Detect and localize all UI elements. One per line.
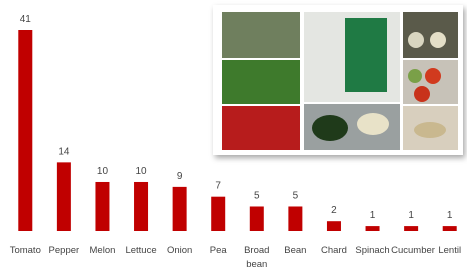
bar (404, 226, 418, 231)
bar (288, 206, 302, 231)
page: 1 1 1 2 5 5 7 9 10 10 14 41 TomatoPepperMelonLettuc… (0, 0, 467, 271)
x-tick-label: Bean (275, 244, 315, 258)
value-label: 5 (254, 190, 260, 201)
value-label: 10 (97, 166, 109, 177)
value-label: 5 (293, 190, 299, 201)
x-tick-label: Tomato (5, 244, 45, 258)
bar (57, 162, 71, 231)
x-tick-label: Pepper (44, 244, 84, 258)
bar (134, 182, 148, 231)
value-label: 1 (408, 210, 414, 221)
x-tick-label: Onion (160, 244, 200, 258)
chart: 1 1 1 2 5 5 7 9 10 10 14 41 (0, 0, 467, 271)
bar (173, 187, 187, 231)
value-label: 9 (177, 171, 183, 182)
x-tick-label: Chard (314, 244, 354, 258)
x-tick-label: Lentil (430, 244, 467, 258)
x-tick-label: Cucumber (391, 244, 431, 258)
bar (211, 197, 225, 231)
value-label: 14 (58, 146, 70, 157)
bar (366, 226, 380, 231)
bar (18, 30, 32, 231)
x-tick-label: Broad bean (237, 244, 277, 271)
value-label: 7 (215, 181, 221, 192)
bar (443, 226, 457, 231)
value-label: 1 (370, 210, 376, 221)
x-tick-label: Lettuce (121, 244, 161, 258)
value-label: 41 (20, 14, 32, 25)
x-tick-label: Spinach (353, 244, 393, 258)
photo-inset (213, 5, 463, 155)
value-label: 2 (331, 205, 337, 216)
value-label: 1 (447, 210, 453, 221)
x-tick-label: Melon (82, 244, 122, 258)
bar (250, 206, 264, 231)
x-tick-label: Pea (198, 244, 238, 258)
bar (95, 182, 109, 231)
value-label: 10 (135, 166, 147, 177)
bar (327, 221, 341, 231)
